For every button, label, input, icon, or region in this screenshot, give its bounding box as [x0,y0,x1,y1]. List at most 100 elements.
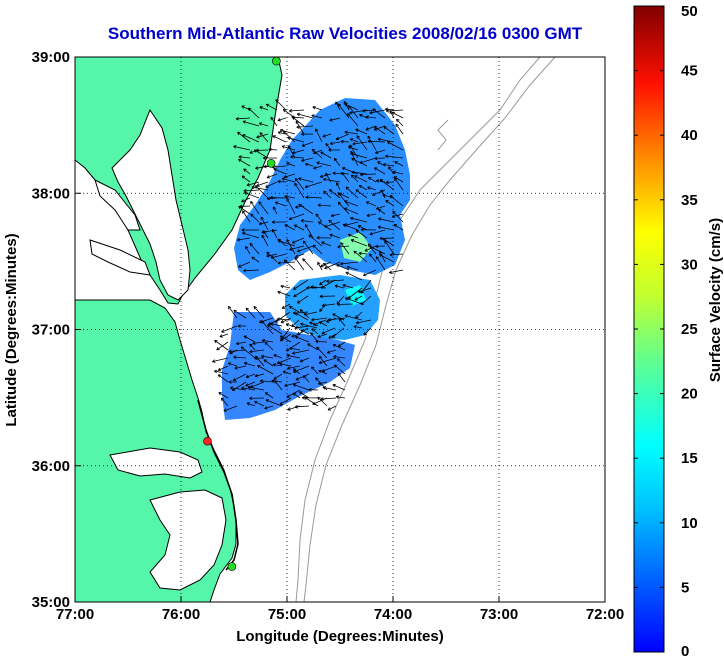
velocity-arrow [220,397,229,407]
velocity-arrow [249,396,265,401]
velocity-arrow [258,201,269,215]
velocity-arrow [228,349,247,354]
velocity-arrow [329,141,341,146]
velocity-arrow [351,157,368,167]
albemarle-sound [109,447,203,479]
velocity-arrow [217,365,229,372]
velocity-arrow [360,227,377,232]
velocity-arrow [337,302,354,307]
velocity-arrow [358,185,368,191]
velocity-arrow [389,195,404,207]
velocity-arrow [318,355,328,367]
velocity-arrow [350,239,368,247]
velocity-arrow [350,216,368,223]
velocity-arrow [362,108,377,113]
plot-area [75,57,605,602]
velocity-arrow [318,357,337,365]
velocity-arrow [349,138,359,143]
velocity-arrow [369,109,386,115]
velocity-arrow [367,186,377,191]
colorbar-tick-label: 0 [681,643,689,659]
radar-site-marker [203,436,212,446]
velocity-arrow [378,208,386,215]
velocity-arrow [277,179,287,184]
velocity-arrow [287,136,305,143]
velocity-arrow [237,131,251,143]
velocity-arrow [298,177,314,183]
velocity-arrow [274,201,287,207]
velocity-arrow [320,261,332,268]
velocity-arrow [266,253,278,258]
velocity-arrow [334,364,346,375]
velocity-arrow [240,346,256,359]
velocity-arrow [342,223,359,231]
velocity-arrow [258,122,269,127]
velocity-arrow [263,359,274,367]
velocity-arrow [250,200,260,215]
velocity-arrow [389,252,404,257]
velocity-arrow [272,228,278,239]
velocity-arrow [317,333,328,339]
velocity-arrow [355,128,368,135]
velocity-arrow [363,327,372,336]
velocity-arrow [287,365,301,370]
velocity-arrow [337,103,350,119]
velocity-arrow [232,373,247,382]
velocity-arrow [383,126,395,135]
colorbar-tick-label: 10 [681,515,698,532]
velocity-arrow [323,190,332,199]
y-tick-label: 35:00 [32,594,70,611]
velocity-arrow [307,343,319,351]
velocity-arrow [369,229,386,236]
velocity-arrow [329,117,341,122]
velocity-arrow [212,357,229,363]
velocity-arrow [299,309,310,319]
velocity-arrow [296,245,314,253]
colorbar-tick-label: 20 [681,386,698,403]
velocity-arrow [241,386,256,391]
colorbar-tick-label: 45 [681,63,698,80]
velocity-arrow [379,236,395,241]
velocity-arrow [238,155,251,159]
velocity-arrow [242,134,260,143]
bay-tributary-2 [89,239,151,276]
velocity-arrow [241,197,251,203]
velocity-arrow [319,294,336,299]
velocity-arrow [294,182,305,199]
velocity-arrow [328,189,341,199]
velocity-arrow [243,361,256,367]
velocity-arrow [264,405,274,410]
velocity-arrow [311,317,328,322]
velocity-arrow [237,237,251,242]
velocity-arrow [350,174,359,183]
velocity-arrow [318,321,328,327]
velocity-arrow [315,339,328,344]
velocity-arrow [374,156,386,161]
velocity-arrow [259,106,269,111]
velocity-arrow [283,259,296,271]
velocity-arrow [261,338,274,343]
velocity-arrow [364,245,377,252]
velocity-arrow [328,148,341,152]
velocity-arrow [309,321,319,327]
velocity-arrow [292,349,310,355]
velocity-arrow [299,391,310,399]
velocity-arrow [272,206,278,215]
velocity-arrow [241,175,251,183]
velocity-arrow [385,180,395,185]
pamlico-sound [149,489,227,591]
velocity-arrow [337,201,350,215]
velocity-arrow [324,261,341,270]
velocity-arrow [219,333,229,338]
velocity-arrow [328,219,341,231]
velocity-arrow [311,114,323,119]
velocity-arrow [295,253,305,258]
velocity-arrow [302,240,314,255]
velocity-arrow [275,99,287,111]
radar-sites [203,57,281,571]
velocity-arrow [382,162,395,167]
velocity-arrow [385,109,404,113]
bay-tributary-1 [94,179,141,231]
velocity-arrow [292,392,301,399]
velocity-arrow [344,207,359,215]
